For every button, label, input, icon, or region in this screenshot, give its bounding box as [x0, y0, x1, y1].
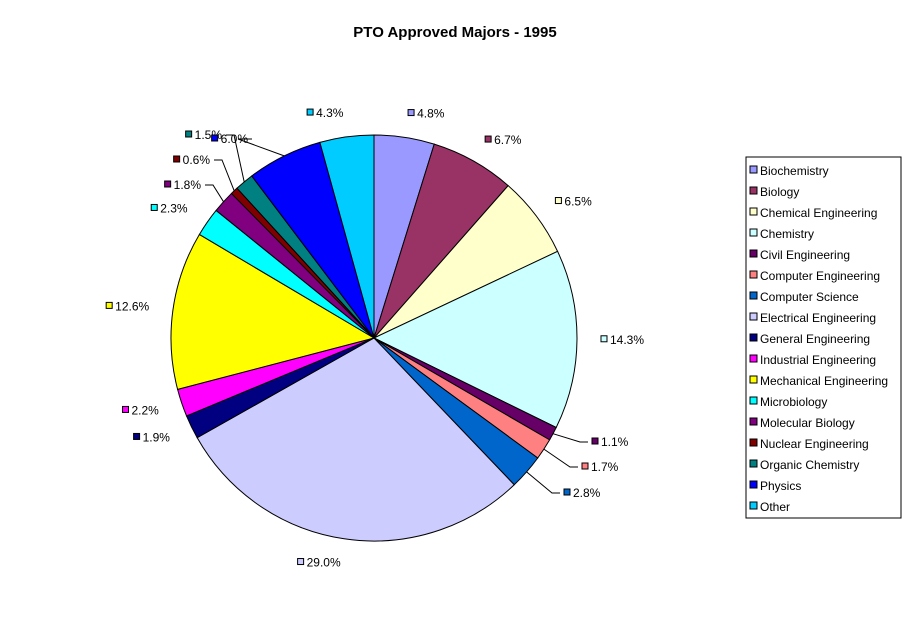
data-label-key-chemistry [600, 335, 608, 343]
legend-label-electrical-engineering: Electrical Engineering [760, 311, 876, 325]
data-label-computer-science: 2.8% [573, 486, 601, 500]
pie-slices [170, 134, 578, 542]
legend-label-computer-engineering: Computer Engineering [760, 269, 880, 283]
leader-line-physics [237, 138, 285, 157]
legend-label-industrial-engineering: Industrial Engineering [760, 353, 876, 367]
legend-swatch-computer-science [749, 291, 758, 300]
data-label-key-physics [211, 134, 219, 142]
legend-swatch-chemistry [749, 228, 758, 237]
leader-line-nuclear-engineering [214, 159, 235, 191]
leader-line-computer-engineering [543, 448, 578, 468]
data-label-electrical-engineering: 29.0% [307, 556, 341, 570]
data-label-chemistry: 14.3% [610, 333, 644, 347]
leader-line-organic-chemistry [226, 134, 245, 183]
legend-swatch-electrical-engineering [749, 312, 758, 321]
leader-line-civil-engineering [552, 433, 588, 443]
legend-label-civil-engineering: Civil Engineering [760, 248, 850, 262]
legend-swatch-general-engineering [749, 333, 758, 342]
pie-slice-mechanical-engineering [170, 233, 376, 390]
legend-label-nuclear-engineering: Nuclear Engineering [760, 437, 869, 451]
data-label-key-microbiology [150, 203, 158, 211]
data-label-physics: 6.0% [221, 132, 249, 146]
data-label-biochemistry: 4.8% [417, 107, 445, 121]
legend-swatch-civil-engineering [749, 249, 758, 258]
data-label-biology: 6.7% [494, 133, 522, 147]
data-label-key-molecular-biology [164, 180, 172, 188]
data-label-mechanical-engineering: 12.6% [115, 299, 149, 313]
chart-title: PTO Approved Majors - 1995 [353, 24, 556, 41]
leader-lines [205, 134, 588, 494]
legend-label-mechanical-engineering: Mechanical Engineering [760, 374, 888, 388]
data-label-industrial-engineering: 2.2% [132, 403, 160, 417]
data-label-organic-chemistry: 1.5% [195, 128, 223, 142]
data-label-key-computer-engineering [581, 462, 589, 470]
legend-swatch-biochemistry [749, 165, 758, 174]
legend-box [745, 156, 902, 519]
data-label-key-other [306, 108, 314, 116]
legend-label-chemical-engineering: Chemical Engineering [760, 206, 877, 220]
legend-label-general-engineering: General Engineering [760, 332, 870, 346]
leader-line-computer-science [526, 471, 560, 494]
legend-swatch-physics [749, 480, 758, 489]
legend-label-chemistry: Chemistry [760, 227, 814, 241]
legend-swatch-computer-engineering [749, 270, 758, 279]
legend-swatch-other [749, 501, 758, 510]
pie-slice-other [319, 134, 375, 339]
legend-label-biochemistry: Biochemistry [760, 164, 829, 178]
legend-swatch-nuclear-engineering [749, 438, 758, 447]
legend-label-physics: Physics [760, 479, 801, 493]
legend-swatch-mechanical-engineering [749, 375, 758, 384]
legend-swatch-microbiology [749, 396, 758, 405]
data-label-microbiology: 2.3% [160, 201, 188, 215]
data-label-other: 4.3% [316, 106, 344, 120]
data-label-key-chemical-engineering [554, 197, 562, 205]
legend-swatch-chemical-engineering [749, 207, 758, 216]
data-label-key-nuclear-engineering [173, 155, 181, 163]
data-label-molecular-biology: 1.8% [174, 178, 202, 192]
data-label-key-mechanical-engineering [105, 301, 113, 309]
data-labels: 4.8% 6.7% 6.5% 14.3% 1.1% 1.7% 2.8% 29.0% 1.9% 2.… [105, 106, 644, 570]
leader-line-molecular-biology [205, 184, 224, 202]
legend-label-molecular-biology: Molecular Biology [760, 416, 855, 430]
legend-label-other: Other [760, 500, 790, 514]
data-label-nuclear-engineering: 0.6% [183, 153, 211, 167]
pie-slice-electrical-engineering [196, 337, 515, 542]
data-label-key-biology [484, 135, 492, 143]
data-label-civil-engineering: 1.1% [601, 435, 629, 449]
data-label-chemical-engineering: 6.5% [564, 195, 592, 209]
legend-items: Biochemistry Biology Chemical Engineering C… [749, 164, 888, 514]
data-label-computer-engineering: 1.7% [591, 460, 619, 474]
legend-label-microbiology: Microbiology [760, 395, 827, 409]
legend-label-biology: Biology [760, 185, 799, 199]
data-label-general-engineering: 1.9% [143, 430, 171, 444]
data-label-key-electrical-engineering [297, 558, 305, 566]
legend-swatch-biology [749, 186, 758, 195]
legend: Biochemistry Biology Chemical Engineering C… [745, 156, 902, 519]
legend-swatch-molecular-biology [749, 417, 758, 426]
legend-swatch-organic-chemistry [749, 459, 758, 468]
data-label-key-biochemistry [407, 109, 415, 117]
data-label-key-organic-chemistry [185, 130, 193, 138]
legend-label-organic-chemistry: Organic Chemistry [760, 458, 859, 472]
legend-label-computer-science: Computer Science [760, 290, 859, 304]
data-label-key-general-engineering [133, 432, 141, 440]
pie-slice-chemistry [372, 250, 578, 429]
data-label-key-industrial-engineering [122, 405, 130, 413]
legend-swatch-industrial-engineering [749, 354, 758, 363]
data-label-key-civil-engineering [591, 437, 599, 445]
data-label-key-computer-science [563, 488, 571, 496]
